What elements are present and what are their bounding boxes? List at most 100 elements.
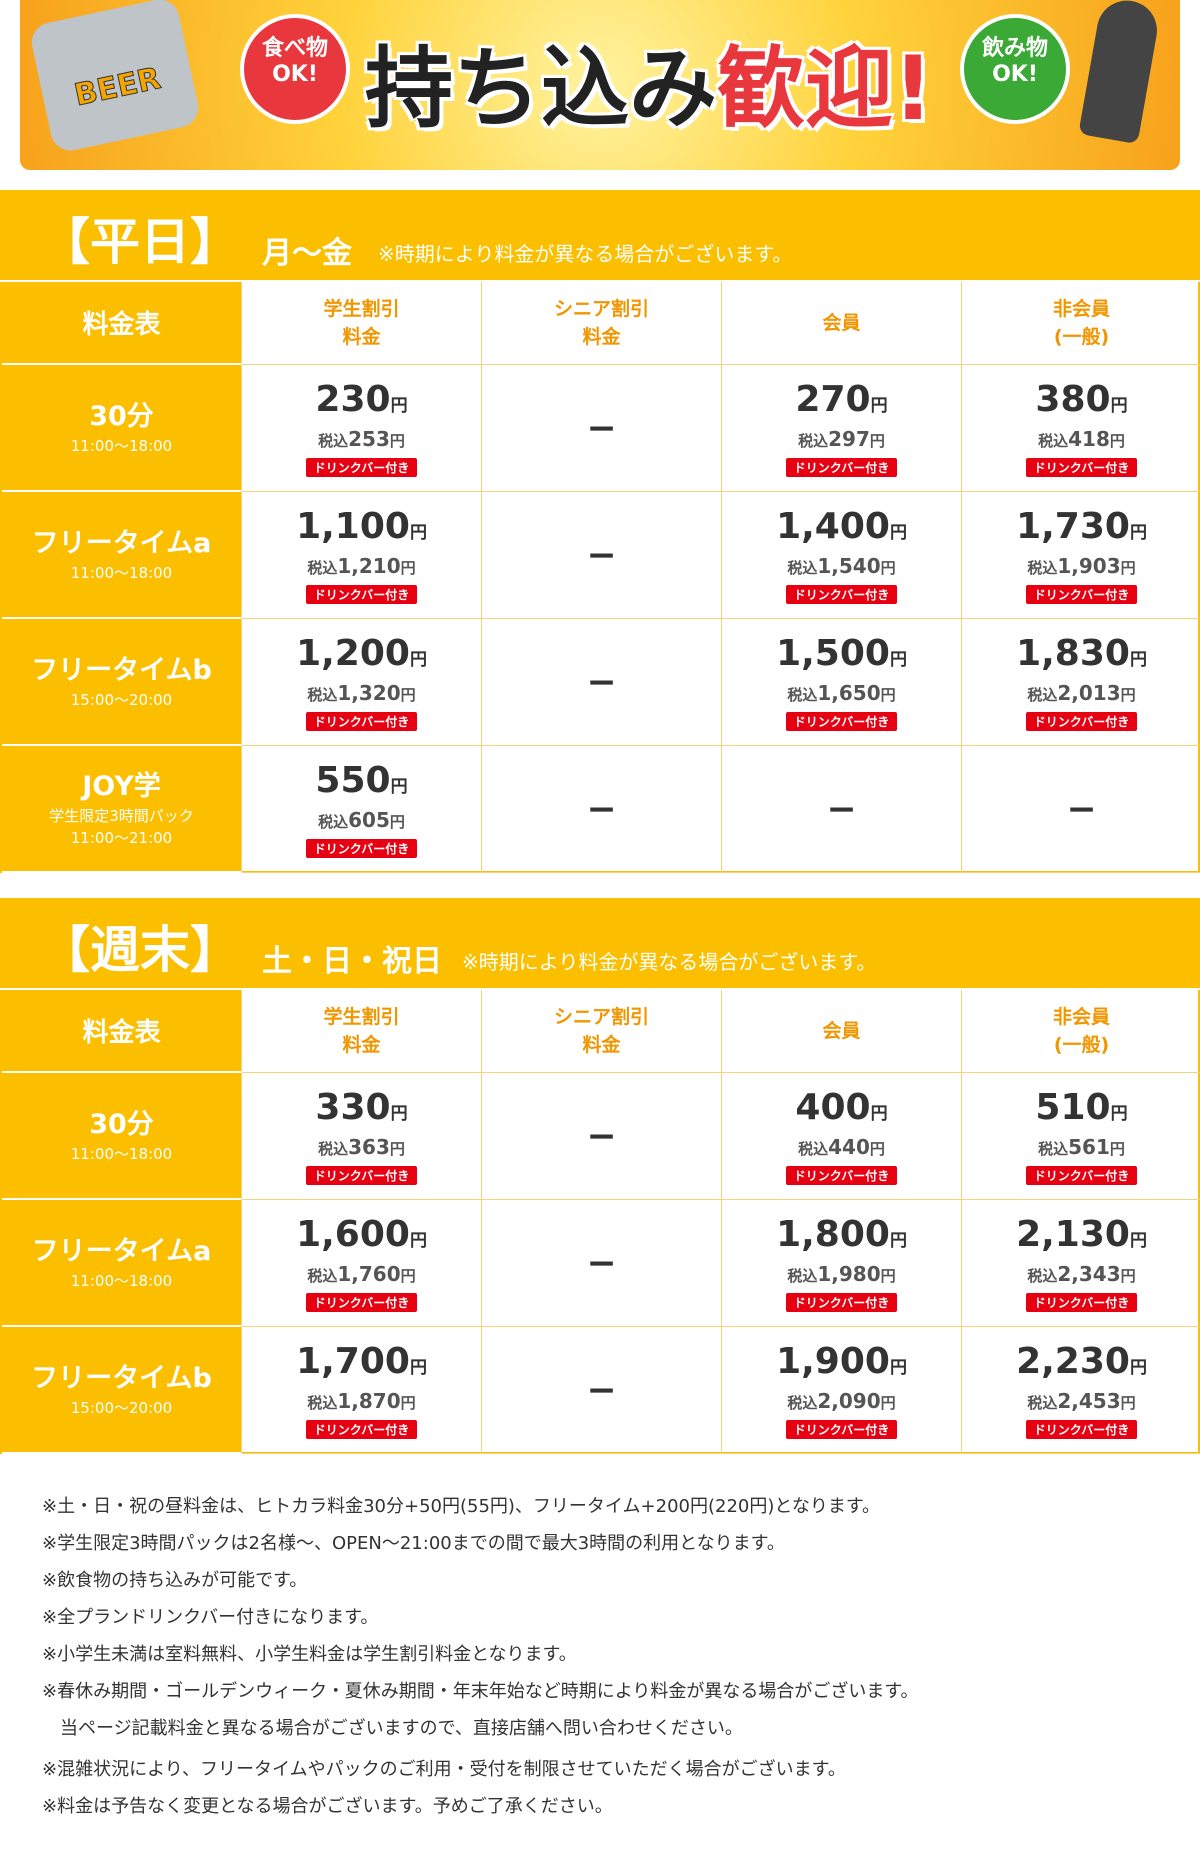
- tax-prefix: 税込: [787, 558, 818, 577]
- title-a: 持ち込み: [363, 36, 718, 142]
- column-header-line: 学生割引: [323, 1006, 400, 1028]
- drink-badge: ドリンクバー付き: [1025, 457, 1138, 477]
- price: 1,100円: [296, 505, 427, 553]
- tax-price: 税込1,903円: [1027, 553, 1135, 581]
- price-cell: 1,400円 税込1,540円 ドリンクバー付き: [722, 492, 962, 619]
- price-unit: 円: [1129, 649, 1147, 670]
- mic: [1078, 0, 1162, 145]
- tax-value: 1,650: [817, 680, 881, 705]
- price-value: 400: [795, 1086, 871, 1128]
- row-name: JOY学 学生限定3時間パック 11:00〜21:00: [2, 746, 242, 873]
- column-header-line: シニア割引: [553, 1006, 649, 1028]
- tax-prefix: 税込: [318, 431, 349, 450]
- price-value: 1,100: [296, 505, 410, 547]
- price-unit: 円: [1129, 522, 1147, 543]
- price-cell: 1,830円 税込2,013円 ドリンクバー付き: [962, 619, 1200, 746]
- tax-unit: 円: [880, 685, 896, 704]
- tax-unit: 円: [389, 812, 405, 831]
- corner-cell: 料金表: [2, 282, 242, 365]
- tax-prefix: 税込: [787, 685, 818, 704]
- tax-unit: 円: [1120, 1266, 1136, 1285]
- row-title: フリータイムb: [31, 654, 212, 686]
- price-cell: −: [482, 365, 722, 492]
- footnote: ※混雑状況により、フリータイムやパックのご利用・受付を制限させていただく場合がご…: [42, 1759, 846, 1780]
- tax-value: 1,980: [817, 1261, 881, 1286]
- drink-badge: ドリンクバー付き: [785, 1292, 898, 1312]
- row-name: 30分 11:00〜18:00: [2, 365, 242, 492]
- price-cell: −: [482, 1073, 722, 1200]
- tax-unit: 円: [869, 1139, 885, 1158]
- drink-badge: ドリンクバー付き: [785, 1165, 898, 1185]
- tax-prefix: 税込: [798, 1139, 829, 1158]
- tax-price: 税込2,343円: [1027, 1261, 1135, 1289]
- price-unit: 円: [390, 395, 408, 416]
- row-time: 11:00〜21:00: [70, 828, 173, 847]
- tax-price: 税込2,090円: [787, 1388, 895, 1416]
- tax-value: 1,540: [817, 553, 881, 578]
- row-title: フリータイムa: [31, 527, 212, 559]
- price: 1,830円: [1016, 632, 1147, 680]
- drink-badge: ドリンクバー付き: [305, 838, 418, 858]
- title-b: 歓迎!: [716, 36, 935, 142]
- price-value: 510: [1035, 1086, 1111, 1128]
- tax-prefix: 税込: [798, 431, 829, 450]
- tax-value: 2,453: [1057, 1388, 1121, 1413]
- row-name: フリータイムa 11:00〜18:00: [2, 1200, 242, 1327]
- dash: −: [586, 1369, 617, 1411]
- price: 550円: [315, 760, 408, 807]
- column-header-line: シニア割引: [553, 298, 649, 320]
- tax-value: 1,320: [337, 680, 401, 705]
- drink-badge: ドリンクバー付き: [785, 584, 898, 604]
- drink-badge: ドリンクバー付き: [1025, 584, 1138, 604]
- price-cell: 400円 税込440円 ドリンクバー付き: [722, 1073, 962, 1200]
- price-cell: 510円 税込561円 ドリンクバー付き: [962, 1073, 1200, 1200]
- column-header-line: (一般): [1053, 1034, 1110, 1056]
- section-note: ※時期により料金が異なる場合がございます。: [462, 950, 877, 974]
- dash: −: [586, 534, 617, 576]
- price-value: 270: [795, 378, 871, 420]
- price-unit: 円: [1110, 395, 1128, 416]
- drink-badge: ドリンクバー付き: [785, 711, 898, 731]
- can-label: BEER: [71, 61, 164, 114]
- tax-unit: 円: [1120, 685, 1136, 704]
- price: 380円: [1035, 379, 1128, 426]
- row-time: 15:00〜20:00: [70, 1398, 173, 1417]
- column-header-line: 学生割引: [323, 298, 400, 320]
- price-unit: 円: [390, 776, 408, 797]
- tax-value: 297: [828, 426, 870, 451]
- price-value: 2,230: [1016, 1340, 1130, 1382]
- tax-prefix: 税込: [1027, 558, 1058, 577]
- tax-unit: 円: [389, 431, 405, 450]
- tax-unit: 円: [389, 1139, 405, 1158]
- tax-unit: 円: [1109, 431, 1125, 450]
- tax-value: 1,903: [1057, 553, 1121, 578]
- tax-prefix: 税込: [307, 558, 338, 577]
- drink-badge: ドリンクバー付き: [1025, 1292, 1138, 1312]
- drink-badge: ドリンクバー付き: [305, 711, 418, 731]
- row-time: 11:00〜18:00: [70, 563, 173, 582]
- tax-unit: 円: [1120, 1393, 1136, 1412]
- price-unit: 円: [409, 522, 427, 543]
- price-table: 料金表 学生割引 料金 シニア割引 料金 会員 非会員 (一般) 30分 11:00〜18:00 3…: [0, 990, 1200, 1454]
- dash: −: [586, 407, 617, 449]
- drink-bubble: 飲み物 OK!: [960, 14, 1070, 124]
- price: 1,500円: [776, 633, 907, 680]
- price-cell: 230円 税込253円 ドリンクバー付き: [242, 365, 482, 492]
- price-value: 330: [315, 1086, 391, 1128]
- row-name: フリータイムa 11:00〜18:00: [2, 492, 242, 619]
- dash: −: [1066, 788, 1097, 830]
- beer-can: BEER: [28, 0, 202, 155]
- price-value: 1,830: [1016, 632, 1130, 674]
- section-days: 土・日・祝日: [262, 944, 442, 979]
- section-note: ※時期により料金が異なる場合がございます。: [378, 242, 793, 266]
- banner: BEER 食べ物 OK! 持ち込み歓迎! 飲み物 OK!: [20, 0, 1180, 170]
- price-cell: 1,200円 税込1,320円 ドリンクバー付き: [242, 619, 482, 746]
- tax-price: 税込1,980円: [787, 1261, 895, 1289]
- price: 1,600円: [296, 1214, 427, 1261]
- price-cell: 1,100円 税込1,210円 ドリンクバー付き: [242, 492, 482, 619]
- tax-value: 363: [348, 1134, 390, 1159]
- price-value: 1,400: [776, 505, 890, 547]
- price-value: 1,700: [296, 1340, 410, 1382]
- tax-prefix: 税込: [318, 1139, 349, 1158]
